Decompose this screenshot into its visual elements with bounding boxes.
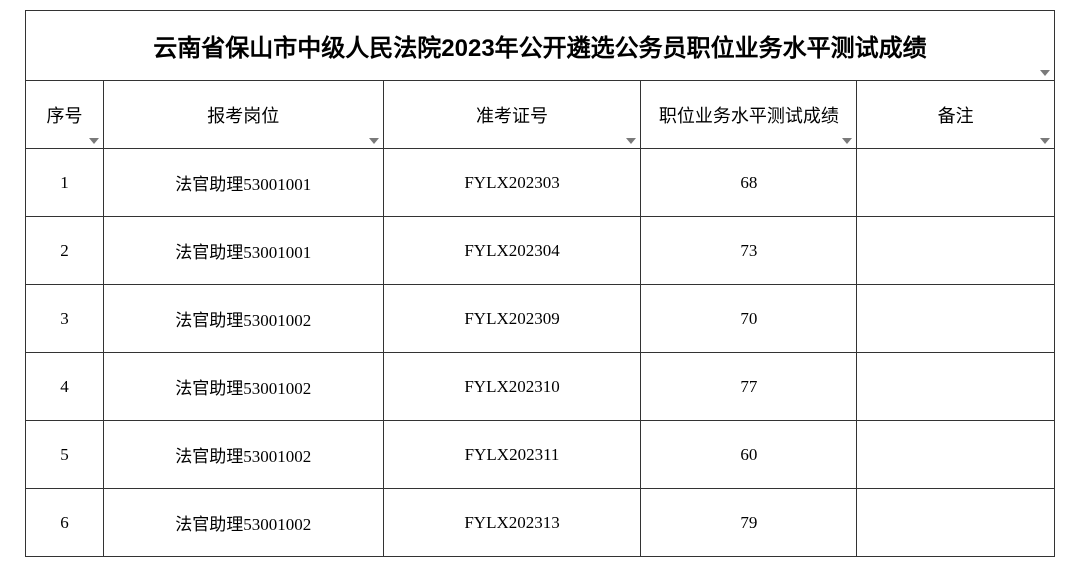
cell-position: 法官助理53001001 <box>103 149 383 217</box>
filter-dropdown-icon[interactable] <box>88 136 100 146</box>
cell-remark <box>857 285 1055 353</box>
cell-exam-id: FYLX202310 <box>383 353 641 421</box>
table-container: 云南省保山市中级人民法院2023年公开遴选公务员职位业务水平测试成绩 序号 报考… <box>0 0 1080 567</box>
cell-exam-id: FYLX202303 <box>383 149 641 217</box>
cell-remark <box>857 489 1055 557</box>
filter-dropdown-icon[interactable] <box>368 136 380 146</box>
cell-score: 73 <box>641 217 857 285</box>
header-exam-id: 准考证号 <box>383 81 641 149</box>
header-exam-id-label: 准考证号 <box>476 106 548 126</box>
cell-score: 70 <box>641 285 857 353</box>
cell-position: 法官助理53001002 <box>103 285 383 353</box>
table-title: 云南省保山市中级人民法院2023年公开遴选公务员职位业务水平测试成绩 <box>26 11 1055 81</box>
cell-score: 68 <box>641 149 857 217</box>
table-row: 4 法官助理53001002 FYLX202310 77 <box>26 353 1055 421</box>
cell-position: 法官助理53001002 <box>103 353 383 421</box>
header-remark-label: 备注 <box>938 106 974 126</box>
table-row: 1 法官助理53001001 FYLX202303 68 <box>26 149 1055 217</box>
header-seq: 序号 <box>26 81 104 149</box>
filter-dropdown-icon[interactable] <box>1039 136 1051 146</box>
cell-remark <box>857 149 1055 217</box>
cell-seq: 3 <box>26 285 104 353</box>
filter-dropdown-icon[interactable] <box>1039 68 1051 78</box>
header-remark: 备注 <box>857 81 1055 149</box>
header-seq-label: 序号 <box>46 106 82 126</box>
header-position-label: 报考岗位 <box>207 106 279 126</box>
header-score-label: 职位业务水平测试成绩 <box>659 106 839 126</box>
header-score: 职位业务水平测试成绩 <box>641 81 857 149</box>
cell-exam-id: FYLX202304 <box>383 217 641 285</box>
cell-remark <box>857 217 1055 285</box>
cell-seq: 5 <box>26 421 104 489</box>
cell-remark <box>857 353 1055 421</box>
cell-score: 77 <box>641 353 857 421</box>
cell-score: 60 <box>641 421 857 489</box>
cell-position: 法官助理53001001 <box>103 217 383 285</box>
filter-dropdown-icon[interactable] <box>625 136 637 146</box>
cell-seq: 6 <box>26 489 104 557</box>
cell-position: 法官助理53001002 <box>103 489 383 557</box>
score-table: 云南省保山市中级人民法院2023年公开遴选公务员职位业务水平测试成绩 序号 报考… <box>25 10 1055 557</box>
filter-dropdown-icon[interactable] <box>841 136 853 146</box>
cell-remark <box>857 421 1055 489</box>
cell-exam-id: FYLX202309 <box>383 285 641 353</box>
header-position: 报考岗位 <box>103 81 383 149</box>
cell-seq: 2 <box>26 217 104 285</box>
cell-score: 79 <box>641 489 857 557</box>
table-row: 5 法官助理53001002 FYLX202311 60 <box>26 421 1055 489</box>
table-row: 6 法官助理53001002 FYLX202313 79 <box>26 489 1055 557</box>
cell-exam-id: FYLX202313 <box>383 489 641 557</box>
title-text: 云南省保山市中级人民法院2023年公开遴选公务员职位业务水平测试成绩 <box>153 35 926 62</box>
header-row: 序号 报考岗位 准考证号 职位业务水平测试成绩 备注 <box>26 81 1055 149</box>
cell-seq: 4 <box>26 353 104 421</box>
cell-position: 法官助理53001002 <box>103 421 383 489</box>
table-row: 3 法官助理53001002 FYLX202309 70 <box>26 285 1055 353</box>
cell-seq: 1 <box>26 149 104 217</box>
title-row: 云南省保山市中级人民法院2023年公开遴选公务员职位业务水平测试成绩 <box>26 11 1055 81</box>
table-row: 2 法官助理53001001 FYLX202304 73 <box>26 217 1055 285</box>
cell-exam-id: FYLX202311 <box>383 421 641 489</box>
